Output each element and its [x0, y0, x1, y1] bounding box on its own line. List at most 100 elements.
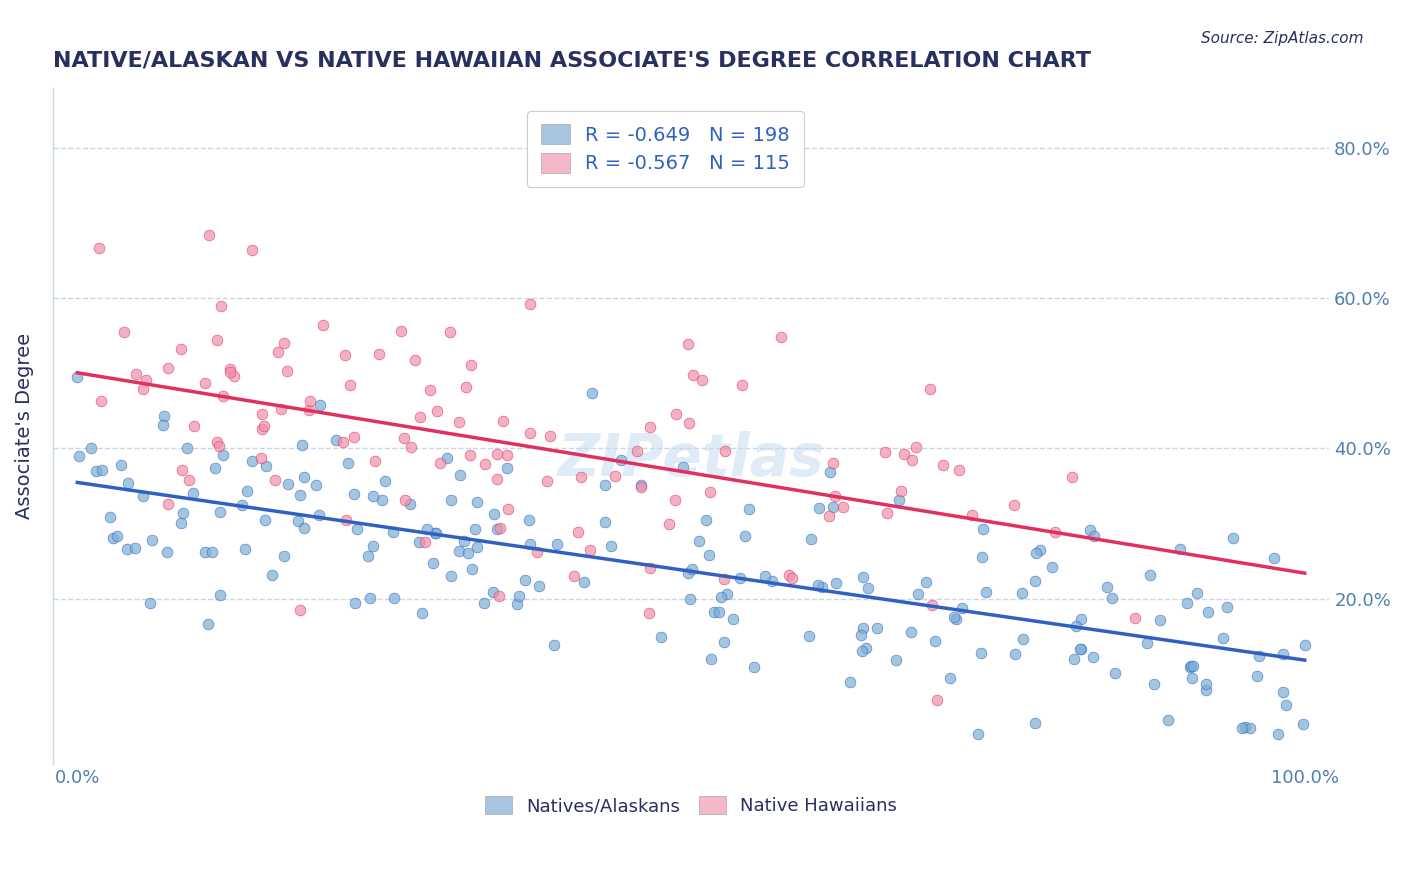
Point	[132, 489, 155, 503]
Point	[125, 367, 148, 381]
Point	[970, 646, 993, 660]
Point	[821, 500, 844, 515]
Point	[778, 568, 800, 582]
Point	[515, 573, 537, 587]
Point	[703, 605, 725, 619]
Point	[1064, 619, 1087, 633]
Point	[440, 492, 463, 507]
Point	[401, 440, 423, 454]
Point	[172, 506, 194, 520]
Point	[222, 369, 245, 384]
Point	[197, 227, 219, 242]
Point	[413, 535, 436, 549]
Legend: Natives/Alaskans, Native Hawaiians: Natives/Alaskans, Native Hawaiians	[478, 789, 904, 822]
Point	[884, 653, 907, 667]
Point	[152, 409, 174, 423]
Point	[851, 644, 873, 658]
Point	[426, 403, 449, 417]
Point	[832, 500, 855, 514]
Point	[1275, 698, 1298, 713]
Point	[292, 469, 315, 483]
Point	[486, 447, 509, 461]
Point	[1272, 685, 1295, 699]
Point	[481, 585, 503, 599]
Point	[1078, 523, 1101, 537]
Point	[517, 513, 540, 527]
Point	[409, 409, 432, 424]
Point	[1002, 498, 1025, 512]
Point	[527, 579, 550, 593]
Point	[132, 382, 155, 396]
Point	[972, 549, 994, 564]
Point	[495, 448, 517, 462]
Point	[80, 441, 103, 455]
Point	[700, 652, 723, 666]
Point	[233, 541, 256, 556]
Point	[938, 671, 960, 685]
Point	[219, 365, 242, 379]
Point	[291, 438, 314, 452]
Point	[152, 418, 174, 433]
Point	[368, 347, 391, 361]
Point	[761, 574, 783, 588]
Point	[308, 508, 330, 522]
Point	[1181, 671, 1204, 685]
Point	[904, 440, 927, 454]
Point	[436, 450, 458, 465]
Point	[252, 422, 274, 436]
Point	[457, 546, 479, 560]
Point	[325, 433, 347, 447]
Point	[1157, 713, 1180, 727]
Point	[1081, 649, 1104, 664]
Point	[141, 533, 163, 547]
Point	[1263, 551, 1285, 566]
Point	[298, 403, 321, 417]
Text: ZIPetlas: ZIPetlas	[558, 431, 824, 488]
Point	[374, 474, 396, 488]
Point	[117, 476, 139, 491]
Point	[818, 508, 841, 523]
Point	[449, 415, 471, 429]
Point	[682, 368, 704, 382]
Y-axis label: Associate's Degree: Associate's Degree	[15, 333, 34, 519]
Point	[292, 521, 315, 535]
Point	[710, 590, 733, 604]
Point	[713, 634, 735, 648]
Point	[90, 394, 112, 409]
Point	[361, 539, 384, 553]
Point	[640, 420, 662, 434]
Point	[464, 522, 486, 536]
Point	[730, 571, 752, 585]
Point	[312, 318, 335, 333]
Point	[212, 449, 235, 463]
Point	[267, 345, 290, 359]
Point	[915, 575, 938, 590]
Point	[562, 568, 585, 582]
Point	[769, 330, 792, 344]
Point	[948, 463, 970, 477]
Point	[456, 380, 478, 394]
Point	[496, 502, 519, 516]
Point	[197, 617, 219, 632]
Point	[205, 434, 228, 449]
Point	[887, 493, 910, 508]
Point	[87, 241, 110, 255]
Point	[1012, 632, 1035, 646]
Point	[485, 522, 508, 536]
Point	[492, 414, 515, 428]
Point	[1222, 531, 1244, 545]
Point	[924, 634, 946, 648]
Point	[519, 425, 541, 440]
Point	[287, 514, 309, 528]
Point	[392, 432, 415, 446]
Point	[943, 610, 966, 624]
Point	[681, 562, 703, 576]
Point	[356, 549, 378, 563]
Point	[344, 596, 367, 610]
Point	[1249, 649, 1271, 664]
Point	[240, 453, 263, 467]
Point	[974, 584, 997, 599]
Point	[211, 389, 233, 403]
Point	[536, 475, 558, 489]
Point	[201, 544, 224, 558]
